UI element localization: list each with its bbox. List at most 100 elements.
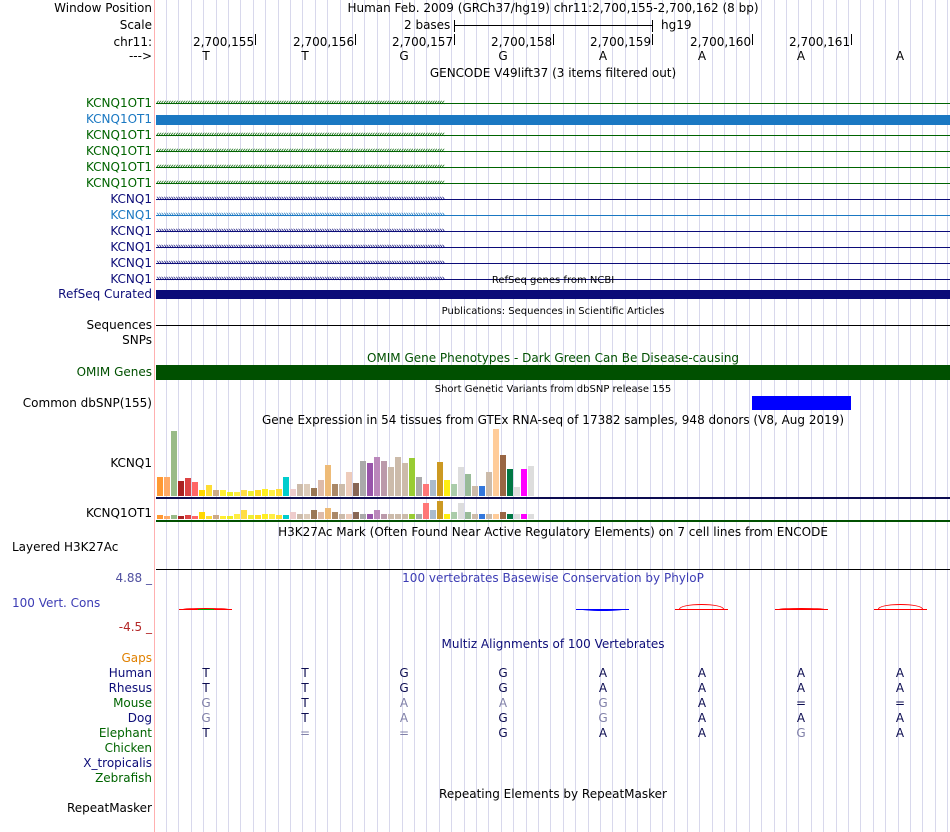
- gencode-transcript-label[interactable]: KCNQ1OT1: [85, 176, 152, 190]
- gtex-bar-kcnq1[interactable]: [360, 461, 366, 496]
- snps-label[interactable]: SNPs: [122, 333, 152, 347]
- gtex-bar-kcnq1ot1[interactable]: [423, 503, 429, 519]
- gtex-bar-kcnq1ot1[interactable]: [437, 501, 443, 519]
- gtex-bar-kcnq1ot1[interactable]: [199, 512, 205, 519]
- gencode-intron-line[interactable]: [156, 247, 950, 248]
- gtex-bar-kcnq1[interactable]: [409, 458, 415, 496]
- multiz-title[interactable]: Multiz Alignments of 100 Vertebrates: [441, 637, 665, 651]
- gencode-intron-line[interactable]: [156, 199, 950, 200]
- gtex-bar-kcnq1[interactable]: [437, 462, 443, 496]
- gtex-bar-kcnq1ot1[interactable]: [255, 515, 261, 519]
- gtex-bar-kcnq1[interactable]: [290, 489, 296, 496]
- gencode-transcript-label[interactable]: KCNQ1OT1: [85, 112, 152, 126]
- gtex-bar-kcnq1ot1[interactable]: [332, 512, 338, 519]
- dbsnp-label[interactable]: Common dbSNP(155): [22, 396, 152, 410]
- gtex-bar-kcnq1[interactable]: [318, 480, 324, 496]
- gtex-bar-kcnq1ot1[interactable]: [220, 516, 226, 519]
- gtex-bar-kcnq1ot1[interactable]: [304, 514, 310, 519]
- gtex-bar-kcnq1[interactable]: [430, 480, 436, 496]
- gtex-bar-kcnq1ot1[interactable]: [290, 512, 296, 519]
- omim-title[interactable]: OMIM Gene Phenotypes - Dark Green Can Be…: [366, 351, 740, 365]
- gtex-bar-kcnq1[interactable]: [346, 472, 352, 496]
- gtex-bar-kcnq1ot1[interactable]: [234, 514, 240, 519]
- gencode-intron-line[interactable]: [156, 183, 950, 184]
- gtex-bar-kcnq1[interactable]: [157, 477, 163, 496]
- gencode-transcript-label[interactable]: KCNQ1: [110, 240, 152, 254]
- refseq-title[interactable]: RefSeq genes from NCBI: [491, 275, 615, 286]
- gtex-bar-kcnq1[interactable]: [339, 484, 345, 496]
- gtex-bar-kcnq1ot1[interactable]: [178, 516, 184, 519]
- omim-label[interactable]: OMIM Genes: [76, 365, 152, 379]
- gtex-bar-kcnq1ot1[interactable]: [213, 515, 219, 519]
- gencode-transcript-label[interactable]: KCNQ1: [110, 192, 152, 206]
- gtex-bar-kcnq1[interactable]: [206, 485, 212, 496]
- gtex-bar-kcnq1ot1[interactable]: [367, 514, 373, 519]
- gtex-gene-label-1[interactable]: KCNQ1: [110, 456, 152, 470]
- gtex-bar-kcnq1[interactable]: [353, 483, 359, 496]
- gtex-bar-kcnq1ot1[interactable]: [157, 515, 163, 519]
- gtex-bar-kcnq1[interactable]: [262, 489, 268, 496]
- gtex-bar-kcnq1ot1[interactable]: [472, 514, 478, 519]
- refseq-label[interactable]: RefSeq Curated: [58, 287, 152, 301]
- gtex-bar-kcnq1ot1[interactable]: [353, 512, 359, 519]
- gtex-bar-kcnq1[interactable]: [486, 472, 492, 496]
- dbsnp-variant[interactable]: [752, 396, 851, 410]
- gtex-title[interactable]: Gene Expression in 54 tissues from GTEx …: [261, 413, 845, 427]
- gencode-title[interactable]: GENCODE V49lift37 (3 items filtered out): [429, 66, 677, 80]
- gtex-bar-kcnq1ot1[interactable]: [458, 503, 464, 519]
- gtex-bar-kcnq1ot1[interactable]: [241, 510, 247, 519]
- gtex-bar-kcnq1ot1[interactable]: [507, 514, 513, 519]
- gtex-bar-kcnq1ot1[interactable]: [402, 514, 408, 519]
- gencode-exon-block[interactable]: [156, 115, 950, 125]
- gtex-bar-kcnq1[interactable]: [514, 487, 520, 496]
- gtex-bar-kcnq1ot1[interactable]: [262, 514, 268, 519]
- multiz-species-label[interactable]: Zebrafish: [95, 771, 152, 785]
- gtex-bar-kcnq1ot1[interactable]: [311, 510, 317, 519]
- gtex-bar-kcnq1[interactable]: [479, 486, 485, 496]
- gtex-bar-kcnq1[interactable]: [381, 461, 387, 496]
- gtex-bar-kcnq1ot1[interactable]: [465, 512, 471, 519]
- gencode-transcript-label[interactable]: KCNQ1: [110, 224, 152, 238]
- gtex-bar-kcnq1[interactable]: [283, 477, 289, 496]
- gtex-bar-kcnq1ot1[interactable]: [346, 514, 352, 519]
- gtex-bar-kcnq1ot1[interactable]: [430, 510, 436, 519]
- gtex-bar-kcnq1ot1[interactable]: [248, 515, 254, 519]
- gtex-bar-kcnq1[interactable]: [423, 484, 429, 496]
- gtex-bar-kcnq1ot1[interactable]: [451, 512, 457, 519]
- gtex-bar-kcnq1[interactable]: [185, 478, 191, 496]
- gtex-bar-kcnq1[interactable]: [465, 474, 471, 496]
- gtex-bar-kcnq1ot1[interactable]: [276, 515, 282, 519]
- gtex-bar-kcnq1[interactable]: [458, 467, 464, 496]
- refseq-gene-bar[interactable]: [156, 290, 950, 299]
- gtex-bar-kcnq1[interactable]: [374, 457, 380, 496]
- multiz-species-label[interactable]: Dog: [127, 711, 152, 725]
- gencode-intron-line[interactable]: [156, 279, 950, 280]
- gencode-intron-line[interactable]: [156, 135, 950, 136]
- gtex-bar-kcnq1[interactable]: [402, 463, 408, 496]
- gencode-transcript-label[interactable]: KCNQ1: [110, 256, 152, 270]
- omim-bar[interactable]: [156, 365, 950, 380]
- gtex-bar-kcnq1ot1[interactable]: [227, 516, 233, 519]
- gtex-bar-kcnq1[interactable]: [451, 484, 457, 496]
- gtex-bar-kcnq1[interactable]: [395, 457, 401, 496]
- cons-label[interactable]: 100 Vert. Cons: [12, 596, 101, 610]
- gtex-bar-kcnq1[interactable]: [241, 490, 247, 496]
- gtex-bar-kcnq1[interactable]: [234, 492, 240, 496]
- gtex-bar-kcnq1[interactable]: [304, 484, 310, 496]
- gtex-bar-kcnq1ot1[interactable]: [514, 514, 520, 519]
- gtex-bar-kcnq1[interactable]: [213, 490, 219, 496]
- gtex-bar-kcnq1ot1[interactable]: [479, 514, 485, 519]
- gtex-bar-kcnq1[interactable]: [388, 467, 394, 496]
- gtex-bar-kcnq1[interactable]: [493, 429, 499, 496]
- gtex-gene-label-2[interactable]: KCNQ1OT1: [85, 506, 152, 520]
- gencode-intron-line[interactable]: [156, 215, 950, 216]
- gtex-bar-kcnq1ot1[interactable]: [171, 515, 177, 519]
- multiz-species-label[interactable]: X_tropicalis: [83, 756, 152, 770]
- multiz-species-label[interactable]: Human: [108, 666, 152, 680]
- gencode-transcript-label[interactable]: KCNQ1: [110, 272, 152, 286]
- gtex-bar-kcnq1ot1[interactable]: [283, 515, 289, 519]
- gtex-bar-kcnq1ot1[interactable]: [360, 514, 366, 519]
- gtex-bar-kcnq1[interactable]: [178, 481, 184, 496]
- gtex-bar-kcnq1ot1[interactable]: [185, 515, 191, 519]
